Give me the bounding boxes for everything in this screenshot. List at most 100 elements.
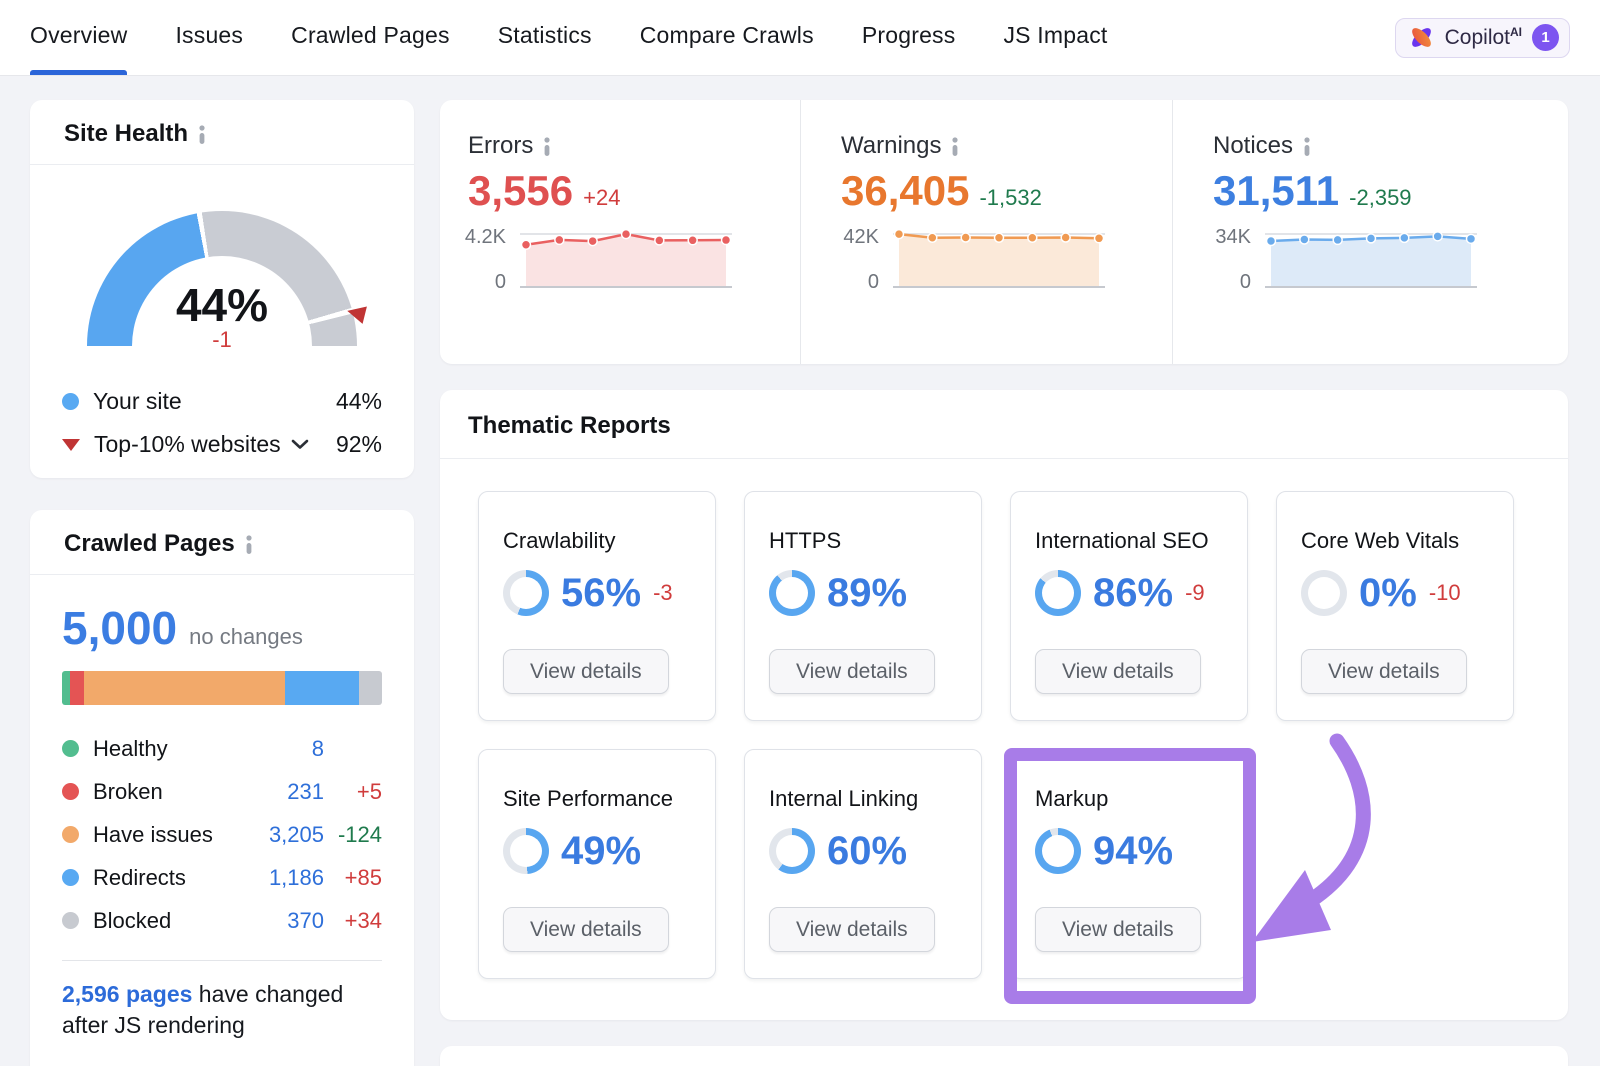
report-title: Crawlability [503, 528, 616, 553]
tab-issues[interactable]: Issues [175, 22, 244, 48]
errors-trend-chart: 4.2K 0 [465, 224, 764, 294]
tab-compare-crawls[interactable]: Compare Crawls [639, 22, 814, 48]
warnings-section: Warnings 36,405 -1,532 42K 0 [800, 100, 1172, 364]
score-donut [503, 570, 549, 616]
legend-row-top10[interactable]: Top-10% websites 92% [62, 423, 382, 466]
legend-delta: +5 [356, 778, 382, 804]
site-health-gauge: 44% -1 [87, 211, 367, 352]
thematic-card-https: HTTPS 89% View details [744, 491, 982, 721]
notices-delta: -2,359 [1349, 185, 1412, 210]
notices-count[interactable]: 31,511 [1213, 167, 1340, 214]
view-details-button[interactable]: View details [1035, 907, 1201, 952]
score-donut [1301, 570, 1347, 616]
next-section-card [440, 1046, 1568, 1066]
tab-overview[interactable]: Overview [30, 0, 128, 75]
view-details-button[interactable]: View details [503, 907, 669, 952]
info-icon[interactable] [198, 124, 206, 144]
legend-row-broken: Broken 231 +5 [62, 770, 382, 813]
site-health-value: 44% [175, 278, 269, 331]
legend-label: Broken [93, 778, 163, 804]
bar-segment-healthy [62, 671, 70, 705]
legend-row-your-site: Your site 44% [62, 380, 382, 423]
site-health-legend: Your site 44% Top-10% websites 92% [62, 380, 382, 466]
legend-value[interactable]: 231 [287, 778, 324, 804]
score-donut [1035, 570, 1081, 616]
score-percent: 86% [1093, 570, 1174, 615]
view-details-button[interactable]: View details [1035, 649, 1201, 694]
legend-row-redirects: Redirects 1,186 +85 [62, 856, 382, 899]
errors-count[interactable]: 3,556 [468, 167, 574, 214]
score-delta: -10 [1428, 580, 1461, 605]
crawled-total[interactable]: 5,000 [62, 602, 178, 654]
warnings-delta: -1,532 [979, 185, 1042, 210]
bar-segment-blocked [358, 671, 382, 705]
legend-row-healthy: Healthy 8 [62, 727, 382, 770]
view-details-button[interactable]: View details [769, 649, 935, 694]
crawled-pages-stacked-bar [62, 671, 382, 705]
legend-label: Top-10% websites [94, 431, 281, 457]
legend-delta: +34 [344, 907, 382, 933]
thematic-card-core-web-vitals: Core Web Vitals 0% -10 View details [1276, 491, 1514, 721]
warnings-count[interactable]: 36,405 [841, 167, 970, 214]
tab-progress[interactable]: Progress [861, 22, 956, 48]
legend-delta: -124 [337, 821, 382, 847]
tab-crawled-pages[interactable]: Crawled Pages [291, 22, 450, 48]
warnings-label: Warnings [841, 132, 942, 159]
legend-row-have-issues: Have issues 3,205 -124 [62, 813, 382, 856]
legend-value[interactable]: 370 [287, 907, 324, 933]
js-rendering-note: 2,596 pages have changed after JS render… [30, 961, 414, 1041]
copilot-button[interactable]: CopilotAI 1 [1394, 17, 1570, 58]
site-health-delta: -1 [212, 326, 232, 352]
benchmark-triangle-icon [62, 438, 80, 451]
your-site-dot-icon [62, 393, 79, 410]
changed-pages-link[interactable]: 2,596 pages [62, 981, 193, 1007]
score-percent: 89% [827, 570, 908, 615]
thematic-card-crawlability: Crawlability 56% -3 View details [478, 491, 716, 721]
score-delta: -3 [653, 580, 673, 605]
legend-value[interactable]: 3,205 [268, 821, 324, 847]
top-navigation: Overview Issues Crawled Pages Statistics… [0, 0, 1600, 76]
divider [62, 960, 382, 961]
score-percent: 56% [561, 570, 642, 615]
healthy-dot-icon [62, 740, 79, 757]
notices-trend-chart: 34K 0 [1213, 224, 1532, 294]
report-title: Markup [1035, 786, 1109, 811]
markup-highlight-wrapper: Markup 94% View details [1004, 748, 1256, 1004]
thematic-card-international-seo: International SEO 86% -9 View details [1010, 491, 1248, 721]
tab-js-impact[interactable]: JS Impact [1003, 22, 1108, 48]
notices-section: Notices 31,511 -2,359 34K 0 [1172, 100, 1568, 364]
copilot-badge: 1 [1532, 24, 1559, 51]
tab-statistics[interactable]: Statistics [497, 22, 592, 48]
info-icon[interactable] [543, 136, 551, 156]
crawled-pages-title: Crawled Pages [64, 530, 235, 557]
bar-segment-have-issues [84, 671, 285, 705]
view-details-button[interactable]: View details [503, 649, 669, 694]
info-icon[interactable] [951, 136, 959, 156]
legend-label: Your site [93, 388, 182, 414]
score-percent: 49% [561, 828, 642, 873]
thematic-reports-title: Thematic Reports [468, 412, 671, 439]
legend-delta: +85 [344, 864, 382, 890]
issues-summary-card: Errors 3,556 +24 4.2K 0 Warnings 36,405 -… [440, 100, 1568, 364]
info-icon[interactable] [1303, 136, 1311, 156]
copilot-label: CopilotAI [1444, 25, 1522, 49]
legend-label: Blocked [93, 907, 172, 933]
score-donut [769, 828, 815, 874]
legend-value[interactable]: 1,186 [268, 864, 324, 890]
bar-segment-broken [70, 671, 85, 705]
js-rendering-note-text: have changed after JS rendering [62, 981, 344, 1039]
notices-label: Notices [1213, 132, 1294, 159]
score-donut [1035, 828, 1081, 874]
info-icon[interactable] [245, 534, 253, 554]
view-details-button[interactable]: View details [1301, 649, 1467, 694]
thematic-card-markup: Markup 94% View details [1010, 749, 1248, 979]
report-title: Site Performance [503, 786, 673, 811]
site-health-title: Site Health [64, 120, 189, 147]
view-details-button[interactable]: View details [769, 907, 935, 952]
chevron-down-icon[interactable] [291, 439, 309, 450]
broken-dot-icon [62, 783, 79, 800]
errors-label: Errors [468, 132, 534, 159]
legend-value[interactable]: 8 [311, 735, 324, 761]
warnings-trend-chart: 42K 0 [841, 224, 1136, 294]
crawled-total-note: no changes [189, 624, 303, 649]
